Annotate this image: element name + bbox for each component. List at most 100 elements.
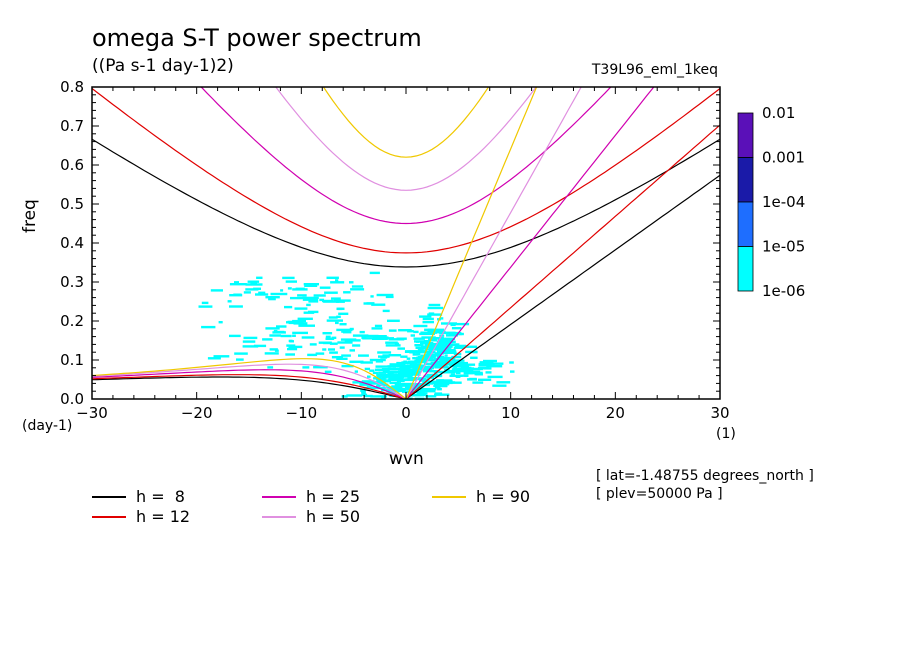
power-cell	[492, 362, 504, 365]
power-cell	[387, 375, 401, 378]
power-cell	[344, 339, 361, 342]
dispersion-curve	[405, 87, 655, 399]
power-cell	[319, 298, 325, 302]
dispersion-curve	[92, 374, 407, 399]
power-cell	[427, 306, 444, 310]
power-cell	[218, 321, 223, 324]
power-cell	[378, 355, 390, 358]
power-cell	[451, 361, 468, 365]
power-cell	[361, 336, 367, 339]
power-cell	[253, 287, 261, 290]
power-cell	[416, 392, 428, 395]
dispersion-curve	[275, 87, 537, 191]
power-cell	[352, 344, 361, 347]
legend-swatch	[262, 496, 296, 498]
y-tick-label: 0.1	[60, 351, 84, 369]
colorbar-label: 1e-04	[762, 193, 805, 211]
power-cell	[349, 281, 354, 284]
dispersion-curve	[405, 87, 582, 399]
power-cell	[392, 367, 398, 371]
power-cell	[349, 349, 355, 352]
power-cell	[414, 359, 419, 363]
colorbar-label: 1e-06	[762, 282, 805, 300]
power-cell	[456, 371, 461, 375]
power-cell	[467, 378, 477, 381]
power-cell	[285, 280, 297, 283]
power-cell	[387, 388, 396, 391]
power-cell	[385, 295, 394, 299]
power-cell	[313, 294, 326, 297]
power-cell	[375, 378, 386, 381]
power-cell	[426, 359, 439, 362]
power-cell	[412, 357, 416, 360]
power-cell	[398, 372, 412, 375]
dispersion-curve	[92, 358, 407, 399]
power-cell	[419, 357, 433, 360]
legend-label: h = 90	[476, 487, 531, 506]
power-cell	[303, 283, 319, 286]
power-cell	[403, 370, 417, 373]
power-cell	[267, 366, 274, 369]
power-cell	[370, 395, 387, 398]
dispersion-curve	[92, 138, 720, 268]
power-cell	[374, 324, 383, 328]
power-cell	[401, 361, 411, 364]
power-cell	[229, 305, 243, 308]
power-cell	[270, 292, 288, 296]
power-cell	[351, 285, 364, 288]
power-cell	[301, 336, 315, 339]
power-cell	[385, 344, 401, 347]
power-cell	[304, 284, 318, 287]
power-cell	[420, 342, 434, 345]
power-cell	[441, 363, 455, 366]
power-cell	[510, 370, 515, 373]
run-name: T39L96_eml_1keq	[591, 62, 718, 78]
legend-swatch	[92, 516, 126, 518]
colorbar-segment	[737, 157, 754, 203]
power-cell	[354, 370, 358, 373]
power-cell	[331, 297, 341, 300]
power-cell	[375, 360, 384, 363]
power-cell	[427, 328, 445, 331]
latitude-note: [ lat=-1.48755 degrees_north ]	[596, 468, 814, 484]
power-cell	[247, 280, 260, 283]
power-cell	[322, 332, 333, 335]
dispersion-curve	[92, 376, 407, 399]
power-cell	[455, 344, 467, 348]
power-cell	[229, 283, 247, 286]
power-cell	[388, 378, 397, 382]
power-cell	[419, 337, 425, 340]
power-cell	[292, 331, 308, 335]
power-cell	[441, 350, 457, 353]
power-cell	[376, 375, 384, 378]
power-cell	[375, 365, 391, 368]
power-cell	[290, 296, 303, 300]
power-cell	[256, 276, 263, 279]
power-cell	[302, 298, 319, 301]
power-cell	[427, 313, 443, 316]
power-cell	[453, 367, 458, 370]
power-cell	[336, 357, 348, 360]
power-cell	[472, 381, 484, 384]
power-cell	[478, 364, 491, 367]
power-cell	[415, 346, 429, 349]
power-cell	[397, 384, 409, 387]
power-cell	[359, 383, 372, 386]
power-cell	[364, 367, 370, 371]
power-cell	[201, 301, 209, 305]
power-cell	[323, 341, 332, 345]
power-cell	[421, 354, 434, 358]
power-cell	[424, 340, 430, 343]
power-cell	[486, 365, 503, 368]
power-cell	[378, 371, 387, 374]
power-cell	[298, 324, 315, 327]
legend-label: h = 12	[136, 507, 191, 526]
power-cell	[441, 337, 456, 340]
power-cell	[428, 303, 441, 307]
legend-swatch	[432, 496, 466, 498]
power-cell	[362, 337, 378, 340]
power-cell	[376, 385, 381, 388]
power-cell	[450, 323, 456, 327]
power-cell	[428, 337, 444, 340]
